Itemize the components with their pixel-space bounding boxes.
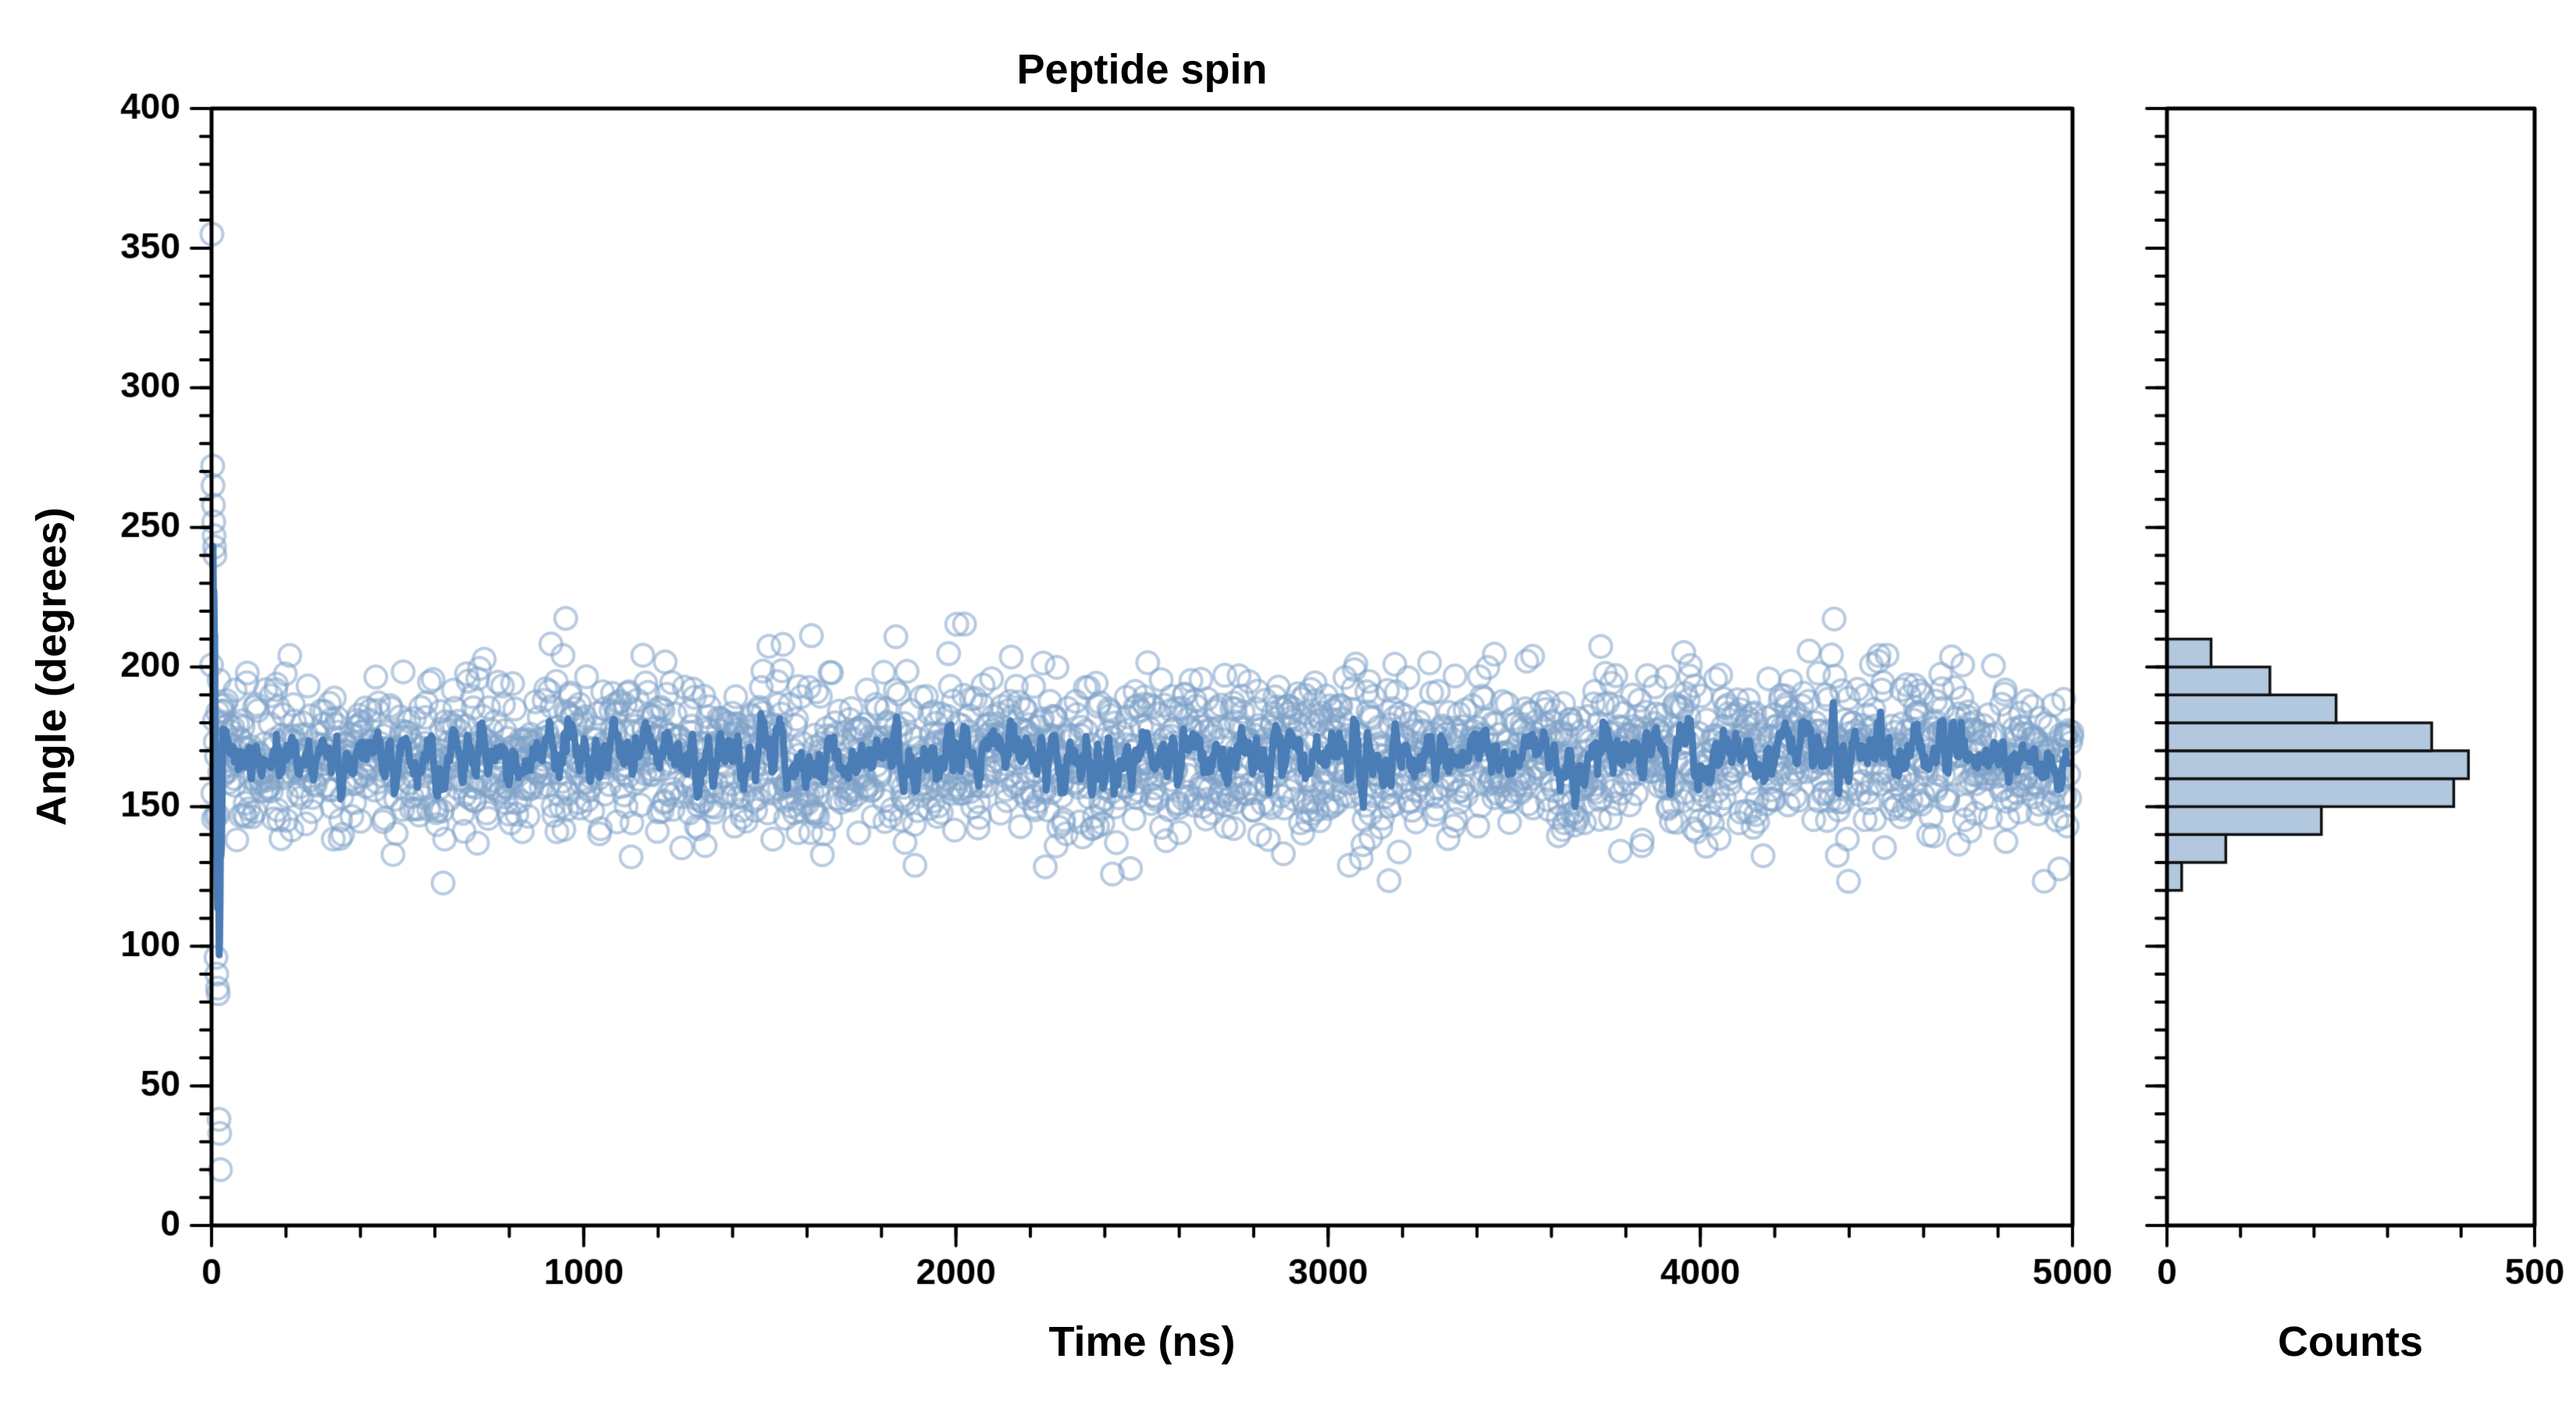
y-axis-label: Angle (degrees) bbox=[28, 507, 75, 827]
histogram-axis-label: Counts bbox=[2278, 1318, 2423, 1365]
chart-title: Peptide spin bbox=[1016, 46, 1268, 93]
x-axis-label: Time (ns) bbox=[1048, 1318, 1236, 1365]
